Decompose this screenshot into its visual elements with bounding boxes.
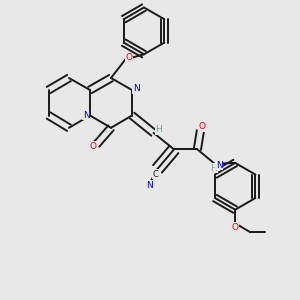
Text: O: O [89,142,96,151]
Text: H: H [211,164,217,173]
Text: H: H [156,125,162,134]
Text: O: O [198,122,206,131]
Text: N: N [133,84,140,93]
Text: O: O [232,223,239,232]
Text: N: N [146,181,153,190]
Text: O: O [125,53,133,62]
Text: N: N [83,111,89,120]
Text: N: N [216,160,223,169]
Text: C: C [152,170,158,179]
